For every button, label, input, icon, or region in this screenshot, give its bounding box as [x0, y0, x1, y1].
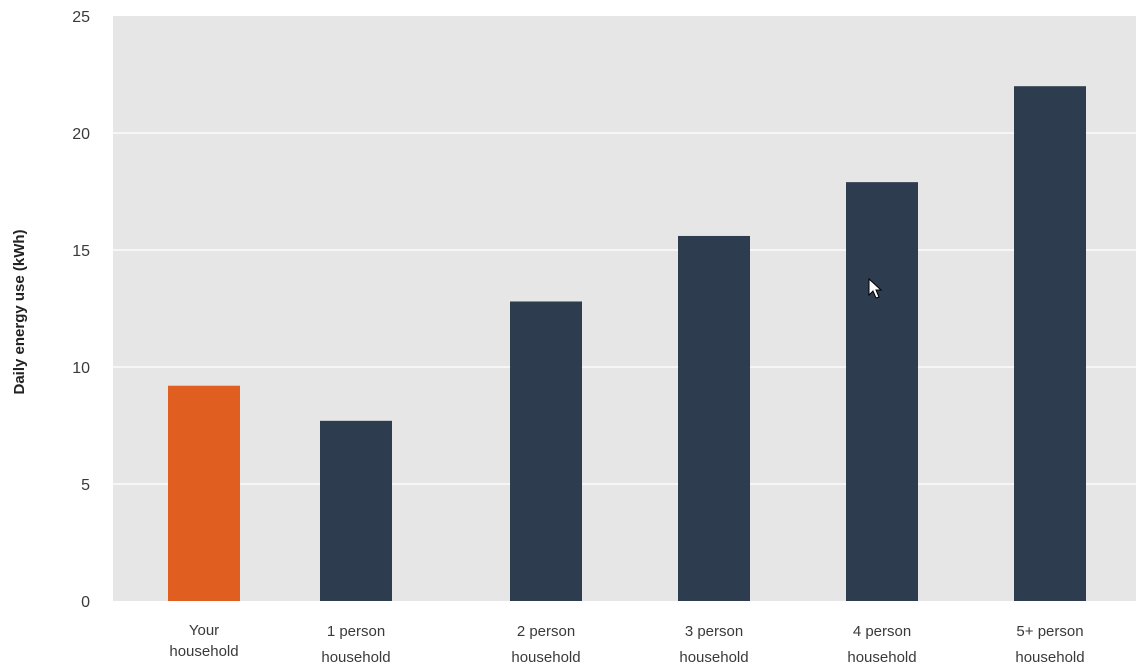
gridlines — [113, 132, 1136, 485]
y-tick-label: 20 — [72, 126, 90, 143]
bar — [320, 420, 392, 601]
y-tick-label: 10 — [72, 360, 90, 377]
bars — [168, 86, 1086, 601]
y-tick-label: 15 — [72, 243, 90, 260]
x-category-label: 1 person household — [321, 623, 390, 666]
x-category-label: Your household — [169, 622, 238, 660]
x-category-label: 2 person household — [511, 623, 580, 666]
y-tick-label: 5 — [81, 477, 90, 494]
x-category-label: 5+ person household — [1015, 623, 1084, 666]
y-axis-label: Daily energy use (kWh) — [11, 229, 28, 394]
bar — [678, 235, 750, 601]
x-category-label: 4 person household — [847, 623, 916, 666]
y-tick-label: 0 — [81, 594, 90, 611]
x-category-label: 3 person household — [679, 623, 748, 666]
bar — [846, 182, 918, 601]
bar — [510, 301, 582, 601]
y-axis-ticks: 0 5 10 15 20 25 — [72, 9, 90, 611]
mouse-pointer-icon — [868, 277, 883, 299]
plot-area — [113, 16, 1136, 601]
bar-your-household — [168, 385, 240, 601]
y-tick-label: 25 — [72, 9, 90, 26]
x-axis-categories: Your household 1 person household 2 person ho… — [169, 622, 1084, 666]
bar — [1014, 86, 1086, 601]
